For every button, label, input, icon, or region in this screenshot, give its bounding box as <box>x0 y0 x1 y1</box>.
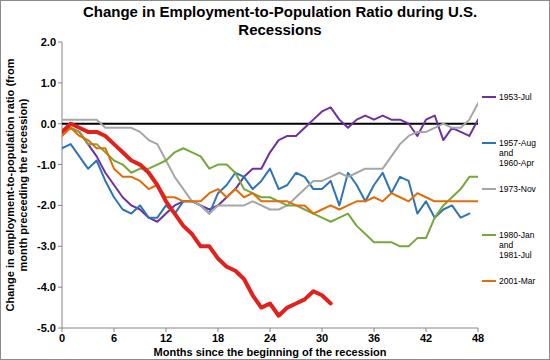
title: Change in Employment-to-Population Ratio… <box>83 3 477 38</box>
x-tick-label: 30 <box>316 332 328 344</box>
y-tick <box>58 123 62 124</box>
legend-swatch <box>482 234 496 236</box>
legend-swatch <box>482 280 496 282</box>
y-axis <box>62 42 63 328</box>
plot-area <box>62 103 478 315</box>
text-line: 1981-Jul <box>499 250 532 260</box>
x-tick-label: 12 <box>160 332 172 344</box>
y-tick-label: 1.0 <box>41 77 56 89</box>
x-tick-label: 0 <box>59 332 65 344</box>
legend-label: 1973-Nov <box>499 184 537 194</box>
legend-swatch <box>482 142 496 144</box>
text-line: 2001-Mar <box>499 276 536 286</box>
text-line: 1953-Jul <box>499 92 532 102</box>
y-tick <box>58 164 62 165</box>
y-tick-label: -2.0 <box>37 199 56 211</box>
chart: Change in Employment-to-Population Ratio… <box>0 0 550 360</box>
y-tick-label: 0.0 <box>41 118 56 130</box>
series-line <box>62 107 478 221</box>
legend-swatch <box>482 96 496 98</box>
zero-line <box>62 123 478 125</box>
series-line <box>62 128 478 214</box>
text-line: 1973-Nov <box>499 184 537 194</box>
y-tick <box>58 205 62 206</box>
legend-label: 2001-Mar <box>499 276 536 286</box>
legend-swatch <box>482 188 496 190</box>
series-line <box>62 124 331 316</box>
text-line: 1980-Jan <box>499 230 535 240</box>
x-axis-label: Months since the beginning of the recess… <box>154 346 387 358</box>
text-line: 1960-Apr <box>499 158 534 168</box>
text-line: and <box>499 148 513 158</box>
y-tick <box>58 82 62 83</box>
series-line <box>62 128 478 246</box>
text-line: Recessions <box>238 21 321 38</box>
x-tick-label: 18 <box>212 332 224 344</box>
text-line: month preceeding the recession) <box>17 98 29 271</box>
y-tick-label: -5.0 <box>37 322 56 334</box>
legend-label: 1980-Janand1981-Jul <box>499 230 535 260</box>
x-tick-label: 36 <box>368 332 380 344</box>
y-tick <box>58 328 62 329</box>
x-tick-label: 42 <box>420 332 432 344</box>
y-tick <box>58 287 62 288</box>
chart-border <box>1 1 550 360</box>
legend-label: 1957-Augand1960-Apr <box>499 138 536 168</box>
y-tick <box>58 246 62 247</box>
text-line: Change in Employment-to-Population Ratio… <box>83 3 477 20</box>
y-tick-label: -1.0 <box>37 159 56 171</box>
x-tick-label: 24 <box>264 332 277 344</box>
x-tick-label: 6 <box>111 332 117 344</box>
y-axis-label: Change in employment-to-population ratio… <box>4 58 29 311</box>
y-tick-label: -4.0 <box>37 281 56 293</box>
legend-label: 1953-Jul <box>499 92 532 102</box>
y-tick <box>58 42 62 43</box>
text-line: and <box>499 240 513 250</box>
text-line: Change in employment-to-population ratio… <box>4 58 16 311</box>
text-line: 1957-Aug <box>499 138 536 148</box>
y-tick-label: -3.0 <box>37 240 56 252</box>
y-tick-label: 2.0 <box>41 36 56 48</box>
x-tick-label: 48 <box>472 332 484 344</box>
